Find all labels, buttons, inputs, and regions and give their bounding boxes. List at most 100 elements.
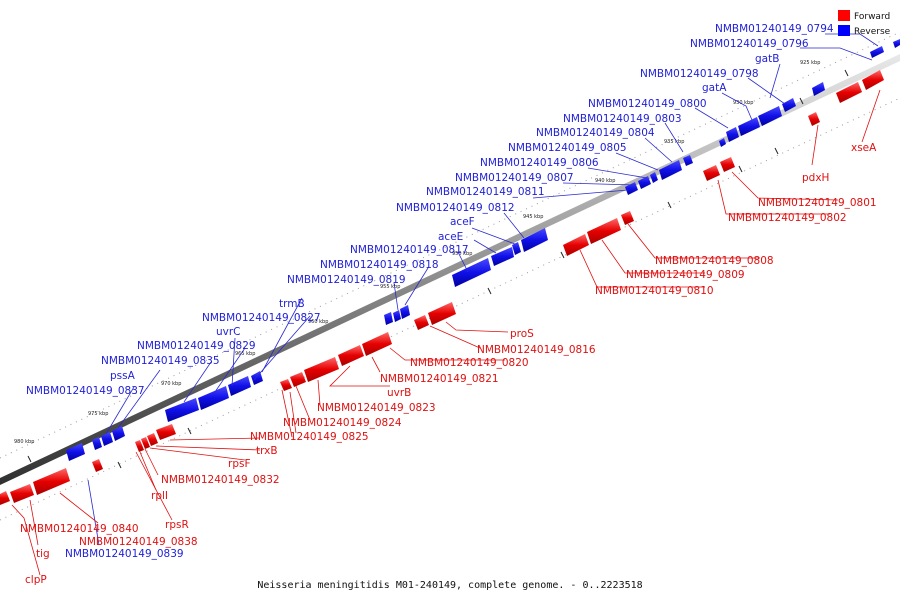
gene-arrow [147, 433, 158, 446]
gene-arrow [659, 160, 682, 180]
gene-arrow [720, 157, 735, 172]
gene-label-proS: proS [510, 328, 534, 340]
gene-arrow [491, 247, 514, 266]
gene-arrow [428, 302, 456, 325]
gene-arrow [621, 211, 634, 225]
reverse-strand-genes [66, 39, 900, 461]
tick-label: 980 kbp [14, 439, 34, 445]
gene-label-0827: NMBM01240149_0827 [202, 312, 321, 324]
gene-arrow [0, 491, 10, 505]
gene-label-pssA: pssA [110, 370, 136, 382]
gene-arrow [726, 127, 739, 142]
gene-label-0840: NMBM01240149_0840 [20, 523, 139, 535]
tick-label: 965 kbp [235, 351, 255, 357]
tick-label: 930 kbp [733, 100, 753, 106]
gene-label-0805: NMBM01240149_0805 [508, 142, 627, 154]
gene-arrow [563, 234, 589, 256]
gene-arrow [782, 98, 796, 112]
gene-label-0806: NMBM01240149_0806 [480, 157, 599, 169]
gene-label-0825: NMBM01240149_0825 [250, 431, 369, 443]
gene-label-uvrB: uvrB [387, 387, 411, 399]
gene-arrow [638, 176, 651, 189]
gene-label-0817: NMBM01240149_0817 [350, 244, 469, 256]
tick-label: 975 kbp [88, 411, 108, 417]
tick-label: 935 kbp [664, 139, 684, 145]
gene-label-gatB: gatB [755, 53, 779, 65]
gene-label-tig: tig [36, 548, 50, 560]
legend-reverse-swatch [838, 25, 850, 36]
gene-arrow [362, 332, 392, 356]
gene-label-0824: NMBM01240149_0824 [283, 417, 402, 429]
tick-label: 950 kbp [452, 251, 472, 257]
gene-label-0835: NMBM01240149_0835 [101, 355, 220, 367]
forward-guide-line [0, 97, 900, 521]
gene-label-rpsF: rpsF [228, 458, 251, 470]
gene-label-0811: NMBM01240149_0811 [426, 186, 545, 198]
gene-arrow [870, 46, 884, 58]
tick-label: 925 kbp [800, 60, 820, 66]
gene-label-xseA: xseA [851, 142, 877, 154]
gene-label-0838: NMBM01240149_0838 [79, 536, 198, 548]
gene-label-clpP: clpP [25, 574, 47, 586]
tick-labels: 925 kbp 930 kbp 935 kbp 940 kbp 945 kbp … [14, 60, 820, 445]
gene-label-0808: NMBM01240149_0808 [655, 255, 774, 267]
tick-label: 955 kbp [380, 284, 400, 290]
tick-label: 970 kbp [161, 381, 181, 387]
gene-arrow [156, 424, 176, 440]
gene-label-0821: NMBM01240149_0821 [380, 373, 499, 385]
gene-label-0816: NMBM01240149_0816 [477, 344, 596, 356]
gene-arrow [683, 155, 693, 166]
gene-label-uvrC: uvrC [216, 326, 241, 338]
gene-label-0804: NMBM01240149_0804 [536, 127, 655, 139]
gene-arrow [452, 258, 491, 287]
gene-arrow [165, 398, 199, 422]
gene-arrow [304, 357, 339, 382]
gene-arrow [92, 437, 102, 450]
gene-label-0807: NMBM01240149_0807 [455, 172, 574, 184]
gene-label-trxB: trxB [256, 445, 278, 457]
forward-gene-labels: xseA pdxH NMBM01240149_0801 NMBM01240149… [20, 142, 877, 586]
legend-reverse-label: Reverse [854, 27, 891, 37]
gene-label-0809: NMBM01240149_0809 [626, 269, 745, 281]
gene-arrow [66, 443, 85, 461]
gene-arrow [812, 82, 825, 96]
gene-label-gatA: gatA [702, 82, 727, 94]
gene-arrow [101, 432, 113, 446]
gene-label-rpsR: rpsR [165, 519, 189, 531]
gene-label-0798: NMBM01240149_0798 [640, 68, 759, 80]
forward-strand-genes [0, 70, 884, 505]
gene-label-0829: NMBM01240149_0829 [137, 340, 256, 352]
gene-arrow [135, 440, 144, 452]
gene-label-aceF: aceF [450, 216, 475, 228]
gene-arrow [414, 315, 429, 330]
gene-label-0837: NMBM01240149_0837 [26, 385, 145, 397]
tick-label: 945 kbp [523, 214, 543, 220]
gene-arrow [400, 305, 410, 319]
tick-label: 940 kbp [595, 178, 615, 184]
legend: Forward Reverse [838, 10, 891, 37]
gene-arrow [33, 468, 70, 495]
gene-arrow [228, 376, 251, 396]
gene-arrow [198, 386, 229, 410]
gene-arrow [703, 165, 720, 181]
gene-arrow [738, 117, 760, 136]
gene-label-0819: NMBM01240149_0819 [287, 274, 406, 286]
gene-arrow [393, 310, 401, 322]
gene-arrow [862, 70, 884, 90]
gene-label-0812: NMBM01240149_0812 [396, 202, 515, 214]
gene-arrow [808, 112, 820, 126]
gene-arrow [893, 39, 900, 48]
gene-label-0802: NMBM01240149_0802 [728, 212, 847, 224]
gene-label-0818: NMBM01240149_0818 [320, 259, 439, 271]
gene-arrow [650, 172, 658, 183]
legend-forward-swatch [838, 10, 850, 21]
gene-label-0810: NMBM01240149_0810 [595, 285, 714, 297]
gene-arrow [587, 218, 621, 244]
reverse-gene-labels: NMBM01240149_0794 NMBM01240149_0796 gatB… [26, 23, 834, 560]
gene-label-0796: NMBM01240149_0796 [690, 38, 809, 50]
gene-arrow [10, 484, 34, 503]
gene-label-pdxH: pdxH [802, 172, 829, 184]
gene-arrow [290, 372, 306, 387]
gene-arrow [280, 379, 292, 391]
